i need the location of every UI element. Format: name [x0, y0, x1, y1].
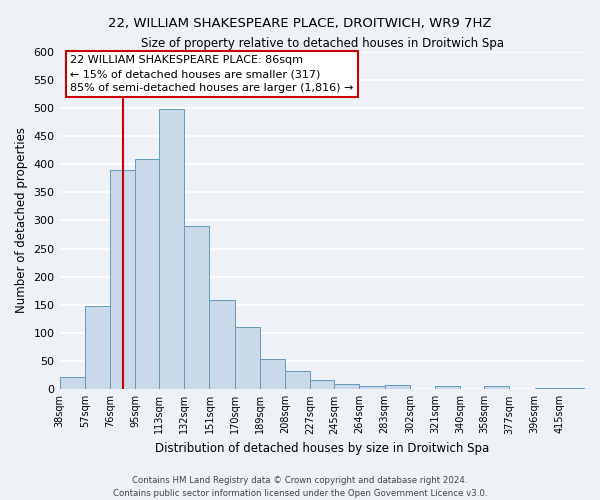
- Bar: [310, 380, 334, 390]
- Bar: [435, 386, 460, 390]
- X-axis label: Distribution of detached houses by size in Droitwich Spa: Distribution of detached houses by size …: [155, 442, 490, 455]
- Text: 22, WILLIAM SHAKESPEARE PLACE, DROITWICH, WR9 7HZ: 22, WILLIAM SHAKESPEARE PLACE, DROITWICH…: [108, 18, 492, 30]
- Bar: [85, 306, 110, 390]
- Text: 22 WILLIAM SHAKESPEARE PLACE: 86sqm
← 15% of detached houses are smaller (317)
8: 22 WILLIAM SHAKESPEARE PLACE: 86sqm ← 15…: [70, 55, 353, 93]
- Y-axis label: Number of detached properties: Number of detached properties: [15, 128, 28, 314]
- Bar: [135, 158, 159, 390]
- Bar: [159, 109, 184, 390]
- Text: Contains HM Land Registry data © Crown copyright and database right 2024.
Contai: Contains HM Land Registry data © Crown c…: [113, 476, 487, 498]
- Title: Size of property relative to detached houses in Droitwich Spa: Size of property relative to detached ho…: [141, 38, 504, 51]
- Bar: [285, 372, 310, 390]
- Bar: [209, 300, 235, 390]
- Bar: [184, 226, 209, 390]
- Bar: [260, 360, 285, 390]
- Bar: [235, 328, 260, 390]
- Bar: [334, 384, 359, 390]
- Bar: [385, 385, 410, 390]
- Bar: [59, 377, 85, 390]
- Bar: [535, 388, 560, 390]
- Bar: [484, 386, 509, 390]
- Bar: [560, 388, 585, 390]
- Bar: [359, 386, 385, 390]
- Bar: [110, 170, 135, 390]
